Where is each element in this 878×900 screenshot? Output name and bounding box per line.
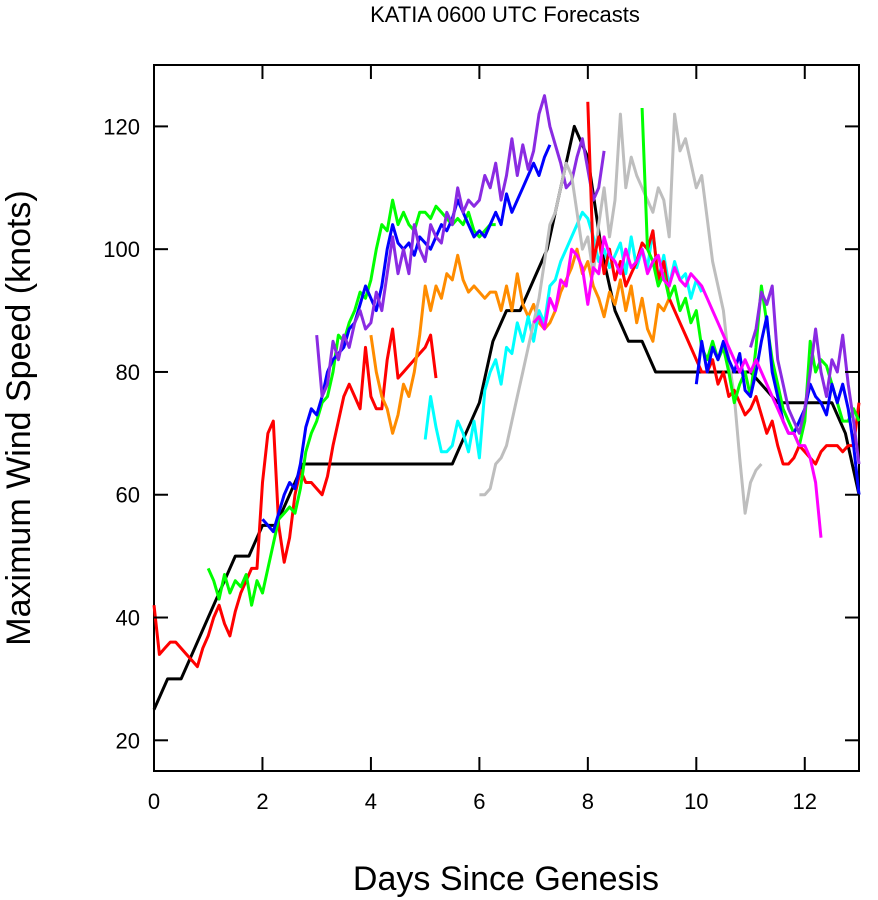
y-tick-label: 80: [116, 360, 140, 385]
y-tick-label: 100: [103, 237, 140, 262]
x-axis-ticks: 0 2 4 6 8 10 12: [148, 65, 817, 814]
series-line-11: [694, 315, 861, 495]
y-axis-label: Maximum Wind Speed (knots): [0, 190, 38, 645]
series-line-3: [206, 198, 496, 607]
x-tick-label: 10: [684, 789, 708, 814]
series-line-4: [261, 144, 552, 534]
series-line-12: [532, 235, 823, 538]
y-tick-label: 60: [116, 483, 140, 508]
chart-title: KATIA 0600 UTC Forecasts: [370, 2, 640, 27]
series-line-8: [479, 112, 763, 515]
series-line-9: [586, 101, 861, 466]
x-tick-label: 6: [473, 789, 485, 814]
series-line-7: [423, 210, 704, 460]
x-tick-label: 12: [793, 789, 817, 814]
series-line-13: [749, 284, 861, 465]
y-tick-label: 120: [103, 114, 140, 139]
x-axis-label: Days Since Genesis: [353, 860, 659, 898]
y-axis-ticks: 20 40 60 80 100 120: [103, 114, 859, 753]
x-tick-label: 0: [148, 789, 160, 814]
series-line-2: [152, 327, 438, 669]
series-line-5: [315, 94, 606, 398]
x-tick-label: 4: [365, 789, 377, 814]
y-tick-label: 20: [116, 728, 140, 753]
plot-area: 0 2 4 6 8 10 12 20 40 60 80 100 120: [103, 64, 861, 814]
x-tick-label: 2: [256, 789, 268, 814]
series-line-6: [369, 247, 671, 435]
x-tick-label: 8: [582, 789, 594, 814]
series-layer: [152, 94, 861, 711]
series-line-1: [152, 124, 861, 711]
y-tick-label: 40: [116, 606, 140, 631]
